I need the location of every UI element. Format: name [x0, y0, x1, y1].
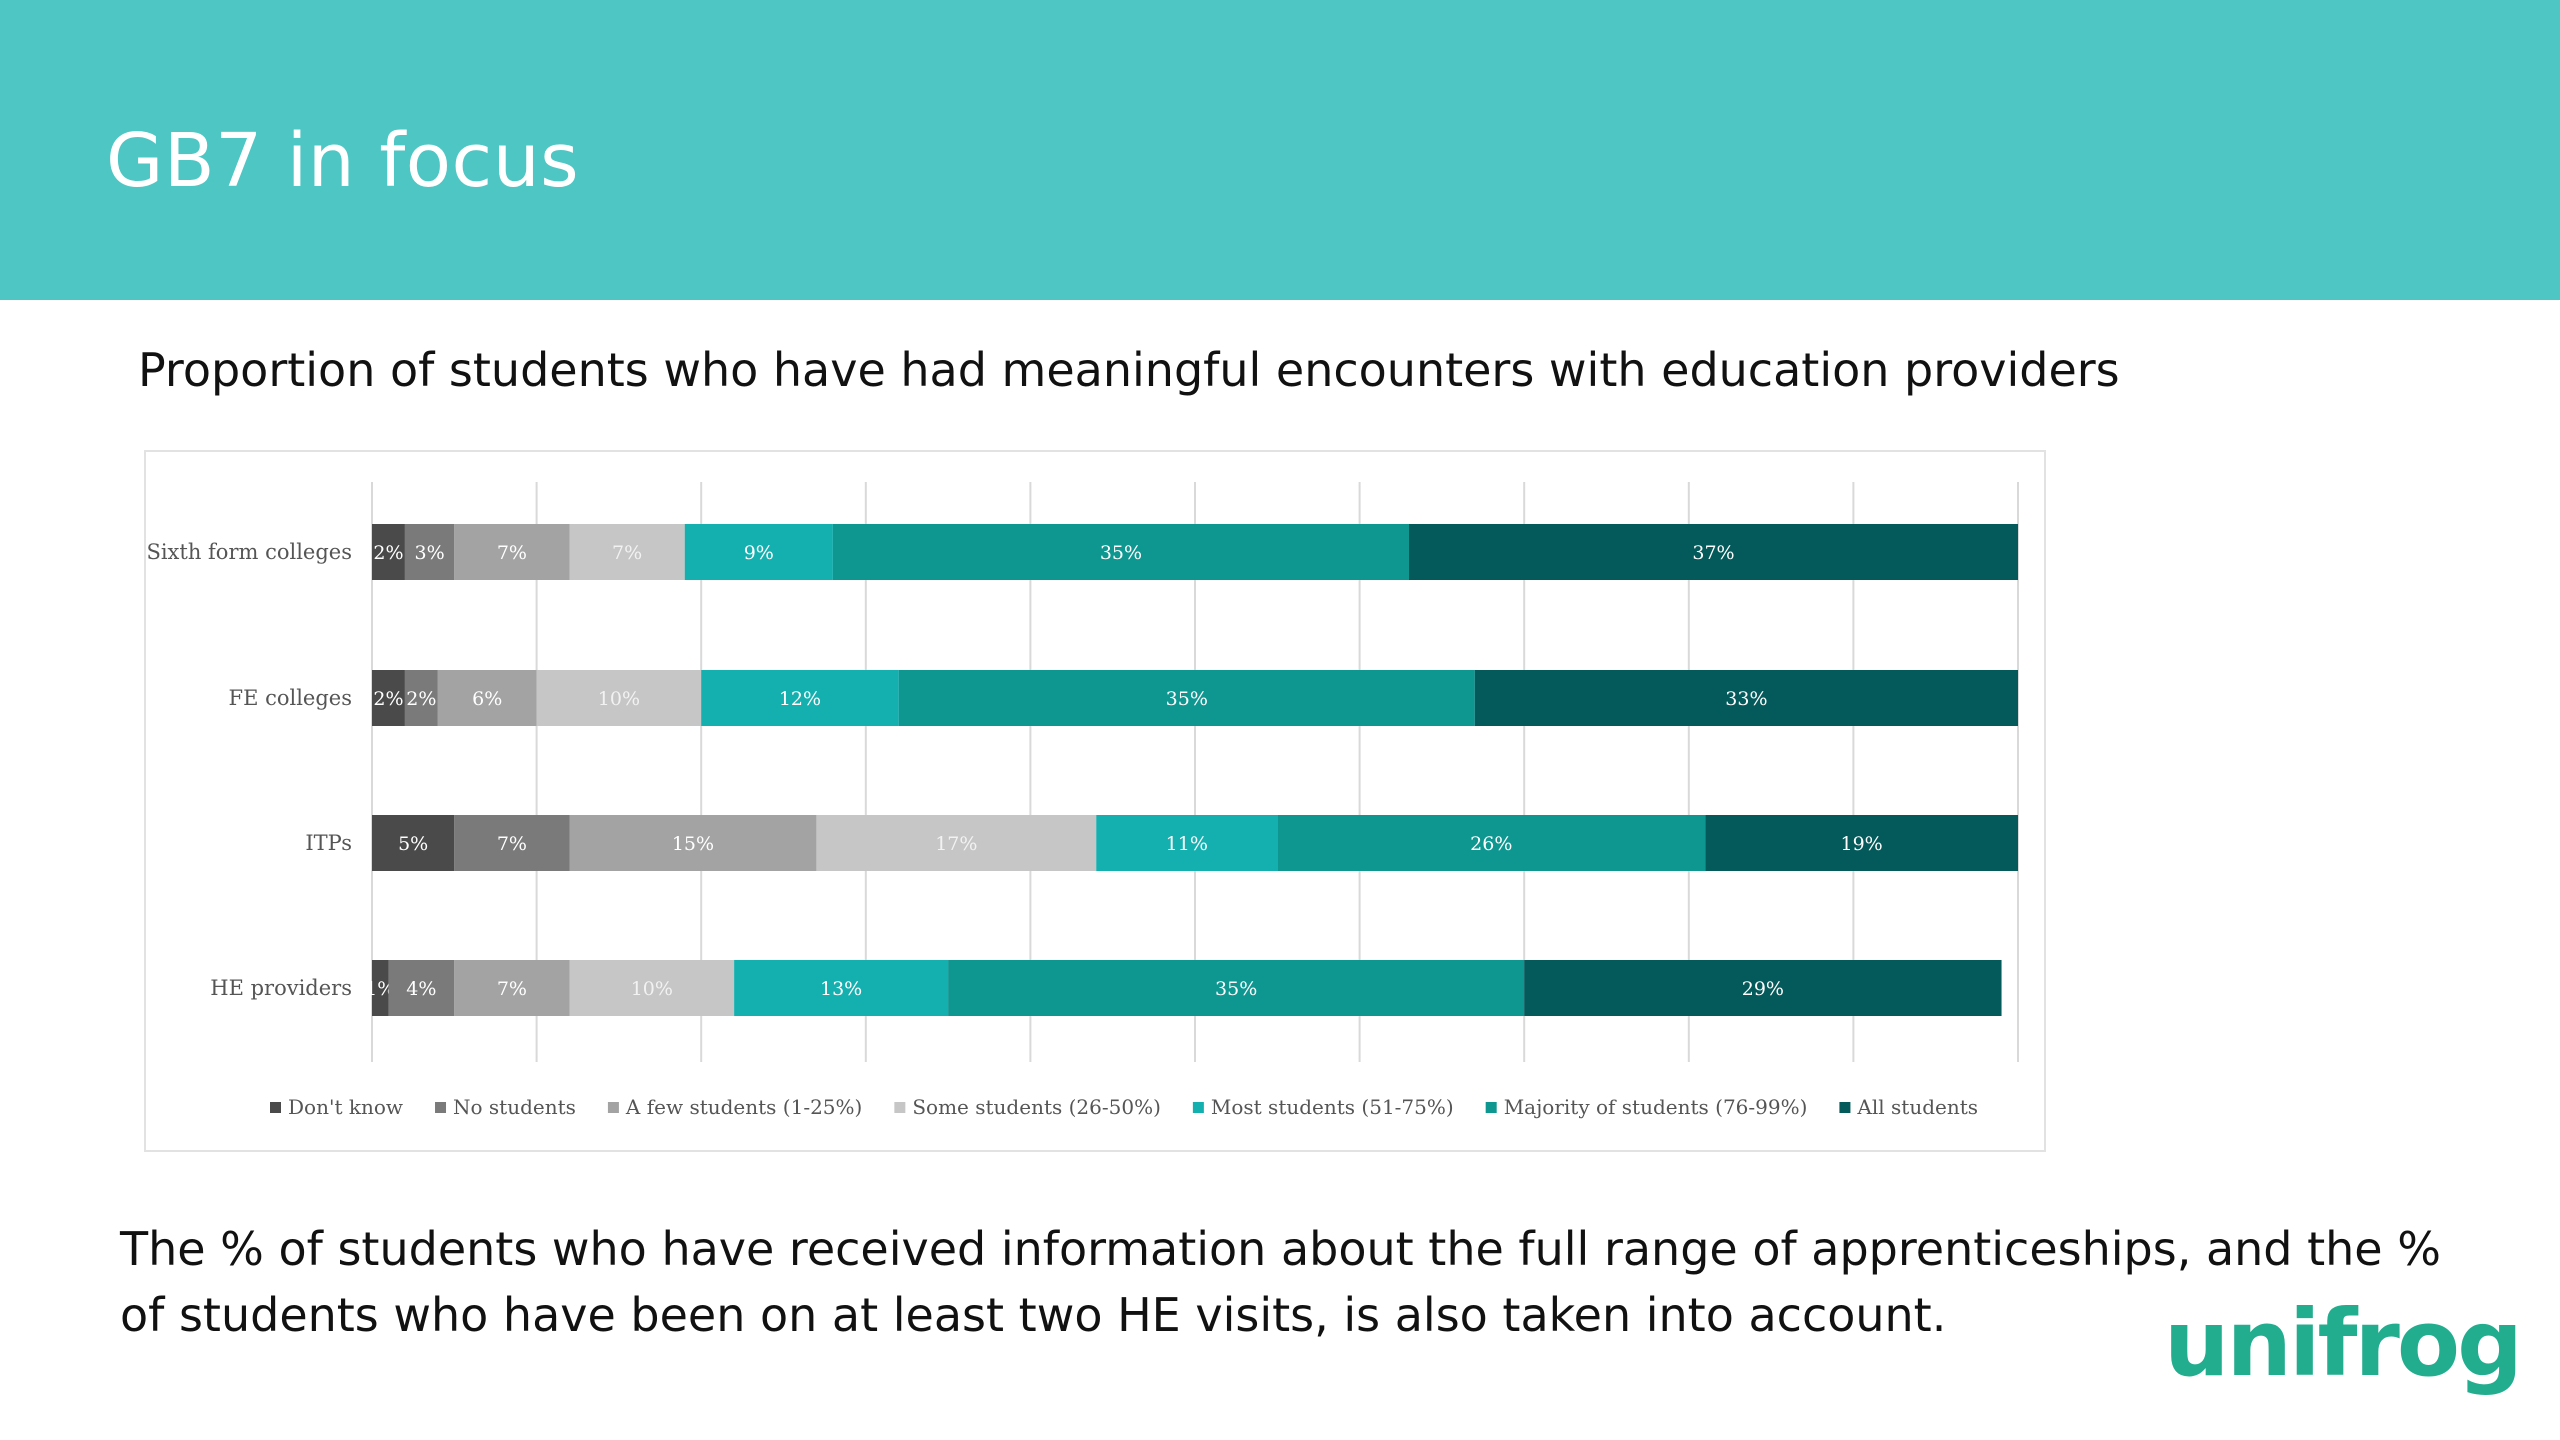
data-label: 7% — [497, 542, 527, 564]
legend-label: Most students (51-75%) — [1211, 1095, 1454, 1119]
legend-swatch — [607, 1102, 619, 1113]
bar-segment — [437, 670, 537, 726]
bar-segment — [454, 960, 570, 1016]
chart-title: Proportion of students who have had mean… — [138, 343, 2120, 397]
category-label: ITPs — [305, 831, 352, 855]
unifrog-logo: unifrog — [2164, 1290, 2523, 1397]
data-label: 12% — [779, 688, 821, 710]
bar-segment — [388, 960, 455, 1016]
data-label: 26% — [1470, 833, 1512, 855]
bar-segment — [1096, 815, 1278, 871]
data-label: 35% — [1166, 688, 1208, 710]
data-label: 5% — [398, 833, 428, 855]
legend-label: No students — [453, 1095, 576, 1119]
category-label: Sixth form colleges — [146, 540, 352, 564]
bar-segment — [701, 670, 899, 726]
bar-segment — [536, 670, 702, 726]
bar-segment — [404, 524, 455, 580]
legend-swatch — [435, 1102, 447, 1113]
data-label: 29% — [1742, 978, 1784, 1000]
bar-segment — [454, 524, 570, 580]
bar-segment — [372, 960, 389, 1016]
data-label: 9% — [744, 542, 774, 564]
category-label: FE colleges — [229, 686, 353, 710]
legend-label: Some students (26-50%) — [912, 1095, 1161, 1119]
bar-segment — [832, 524, 1409, 580]
data-label: 3% — [415, 542, 445, 564]
category-label: HE providers — [210, 976, 352, 1000]
data-label: 17% — [935, 833, 977, 855]
legend-label: A few students (1-25%) — [625, 1095, 862, 1119]
data-label: 35% — [1215, 978, 1257, 1000]
bar-segment — [1277, 815, 1706, 871]
bar-segment — [372, 524, 405, 580]
legend-swatch — [894, 1102, 906, 1113]
legend-label: All students — [1856, 1095, 1978, 1119]
legend-swatch — [1839, 1102, 1851, 1113]
bar-segment — [404, 670, 438, 726]
data-label: 2% — [373, 688, 403, 710]
data-label: 19% — [1841, 833, 1883, 855]
data-label: 10% — [598, 688, 640, 710]
data-label: 6% — [472, 688, 502, 710]
page-title: GB7 in focus — [106, 118, 580, 204]
bar-segment — [454, 815, 570, 871]
data-label: 7% — [497, 833, 527, 855]
data-label: 11% — [1166, 833, 1208, 855]
bar-segment — [569, 815, 817, 871]
bar-segment — [1705, 815, 2018, 871]
bar-segment — [1474, 670, 2018, 726]
footnote-text: The % of students who have received info… — [120, 1222, 2441, 1342]
bar-segment — [569, 960, 735, 1016]
bar-segment — [1408, 524, 2018, 580]
legend-label: Don't know — [288, 1095, 403, 1119]
data-label: 2% — [406, 688, 436, 710]
bar-segment — [1524, 960, 2002, 1016]
data-label: 2% — [373, 542, 403, 564]
data-label: 33% — [1725, 688, 1767, 710]
data-label: 4% — [406, 978, 436, 1000]
legend-swatch — [1192, 1102, 1204, 1113]
data-label: 1% — [365, 978, 395, 1000]
bar-segment — [569, 524, 685, 580]
data-label: 35% — [1100, 542, 1142, 564]
legend-swatch — [270, 1102, 281, 1113]
data-label: 10% — [631, 978, 673, 1000]
bar-segment — [948, 960, 1525, 1016]
bar-segment — [734, 960, 949, 1016]
data-label: 15% — [672, 833, 714, 855]
bar-segment — [898, 670, 1475, 726]
data-label: 13% — [820, 978, 862, 1000]
data-label: 7% — [497, 978, 527, 1000]
chart-frame: Sixth form colleges 2% 3% 7% 7% 9% 35% 37% FE co… — [144, 450, 2046, 1152]
stacked-bar-chart: Sixth form colleges 2% 3% 7% 7% 9% 35% 37% FE co… — [146, 482, 2019, 1119]
bar-segment — [684, 524, 833, 580]
data-label: 37% — [1692, 542, 1734, 564]
header-banner: GB7 in focus — [0, 0, 2560, 300]
legend-swatch — [1485, 1102, 1497, 1113]
data-label: 7% — [612, 542, 642, 564]
bar-segment — [816, 815, 1097, 871]
bar-segment — [372, 670, 405, 726]
legend-label: Majority of students (76-99%) — [1504, 1095, 1808, 1119]
bar-segment — [372, 815, 455, 871]
